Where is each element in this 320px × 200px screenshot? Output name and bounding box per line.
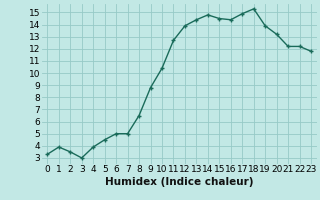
X-axis label: Humidex (Indice chaleur): Humidex (Indice chaleur) — [105, 177, 253, 187]
